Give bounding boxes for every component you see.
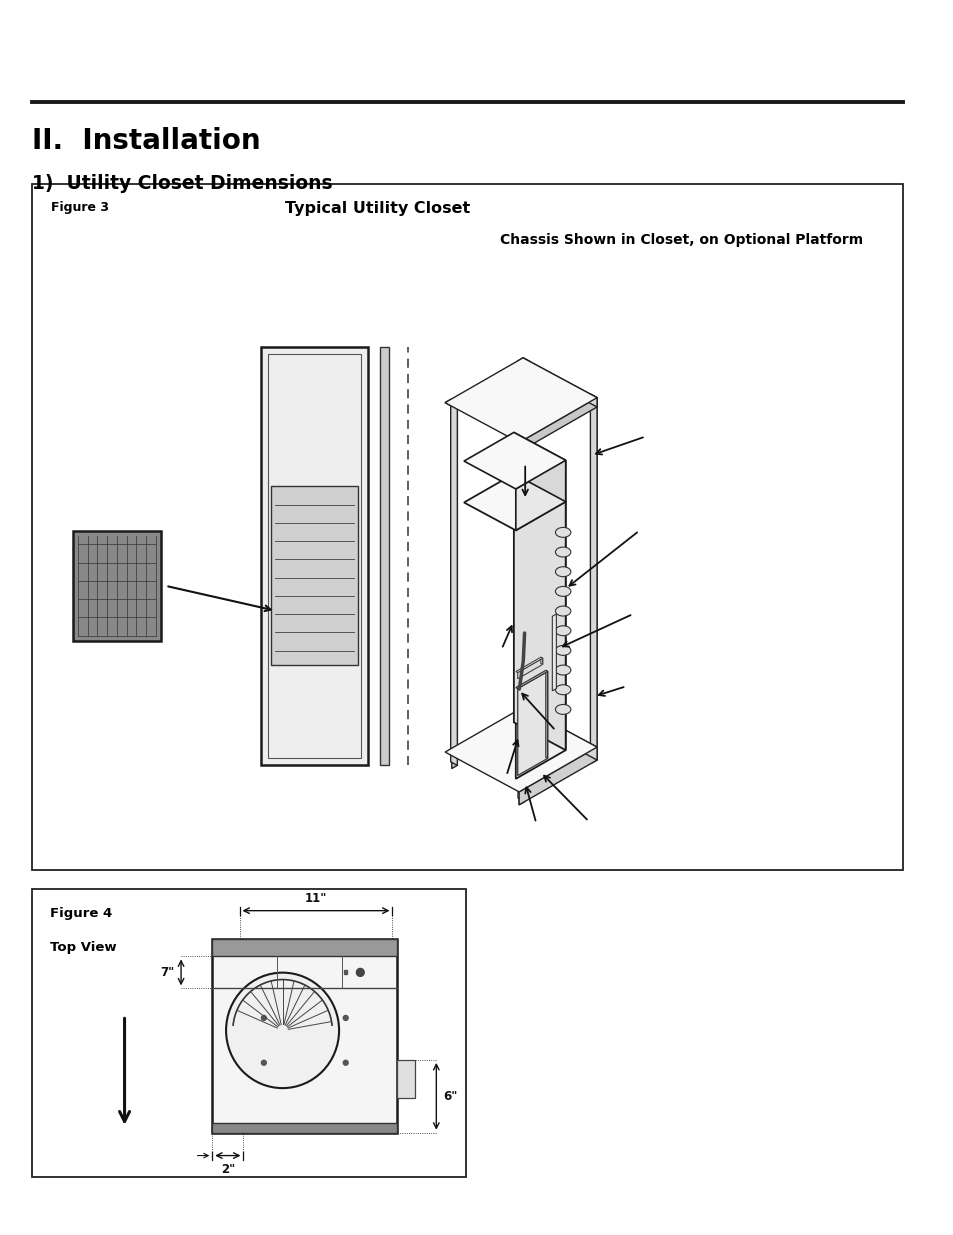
Polygon shape [516, 501, 565, 779]
Circle shape [356, 968, 364, 977]
Text: Chassis Shown in Closet, on Optional Platform: Chassis Shown in Closet, on Optional Pla… [499, 233, 862, 247]
Bar [379, 347, 388, 764]
Polygon shape [445, 708, 597, 792]
Polygon shape [522, 708, 597, 760]
Circle shape [343, 1061, 348, 1066]
Ellipse shape [555, 547, 570, 557]
Bar [212, 1123, 397, 1132]
Polygon shape [584, 394, 597, 401]
Ellipse shape [555, 527, 570, 537]
Polygon shape [540, 657, 542, 664]
Text: Figure 3: Figure 3 [51, 201, 110, 215]
Polygon shape [517, 436, 524, 802]
Bar [212, 939, 397, 1132]
Polygon shape [445, 399, 456, 406]
Polygon shape [590, 394, 597, 760]
Text: Top View: Top View [50, 941, 116, 953]
Polygon shape [512, 436, 524, 442]
Text: 1)  Utility Closet Dimensions: 1) Utility Closet Dimensions [32, 174, 333, 193]
Ellipse shape [555, 606, 570, 616]
Polygon shape [452, 403, 456, 768]
Text: 11": 11" [305, 892, 327, 905]
Polygon shape [518, 398, 597, 452]
Ellipse shape [555, 666, 570, 676]
Text: Typical Utility Closet: Typical Utility Closet [285, 201, 470, 216]
Ellipse shape [555, 587, 570, 597]
Bar [344, 971, 347, 974]
Polygon shape [518, 747, 597, 805]
Ellipse shape [555, 567, 570, 577]
Polygon shape [518, 440, 524, 805]
Circle shape [343, 1015, 348, 1020]
Polygon shape [523, 362, 529, 727]
Polygon shape [591, 398, 597, 763]
Polygon shape [450, 399, 456, 766]
Polygon shape [463, 474, 565, 530]
Bar [212, 939, 397, 956]
Polygon shape [552, 614, 556, 690]
Ellipse shape [555, 626, 570, 636]
Bar [268, 354, 361, 758]
Polygon shape [517, 358, 529, 364]
Polygon shape [463, 432, 565, 489]
Bar [72, 531, 160, 641]
Polygon shape [516, 671, 547, 689]
Ellipse shape [555, 646, 570, 656]
Ellipse shape [555, 684, 570, 695]
Ellipse shape [555, 704, 570, 714]
Bar [271, 487, 358, 666]
Polygon shape [522, 358, 597, 408]
Bar [397, 1060, 415, 1098]
Bar [261, 347, 368, 764]
Polygon shape [517, 658, 542, 679]
Circle shape [261, 1015, 266, 1020]
Text: 7": 7" [160, 966, 174, 979]
Bar [32, 184, 902, 869]
Bar [32, 889, 465, 1177]
Polygon shape [514, 474, 565, 750]
Polygon shape [445, 358, 597, 442]
Polygon shape [516, 461, 565, 530]
Text: II.  Installation: II. Installation [32, 127, 260, 156]
Circle shape [261, 1061, 266, 1066]
Text: Figure 4: Figure 4 [50, 906, 112, 920]
Polygon shape [514, 432, 565, 501]
Polygon shape [522, 358, 529, 724]
Text: 2": 2" [220, 1162, 234, 1176]
Polygon shape [545, 671, 547, 758]
Polygon shape [516, 657, 542, 673]
Polygon shape [517, 672, 547, 776]
Circle shape [226, 973, 338, 1088]
Text: 6": 6" [442, 1089, 457, 1103]
